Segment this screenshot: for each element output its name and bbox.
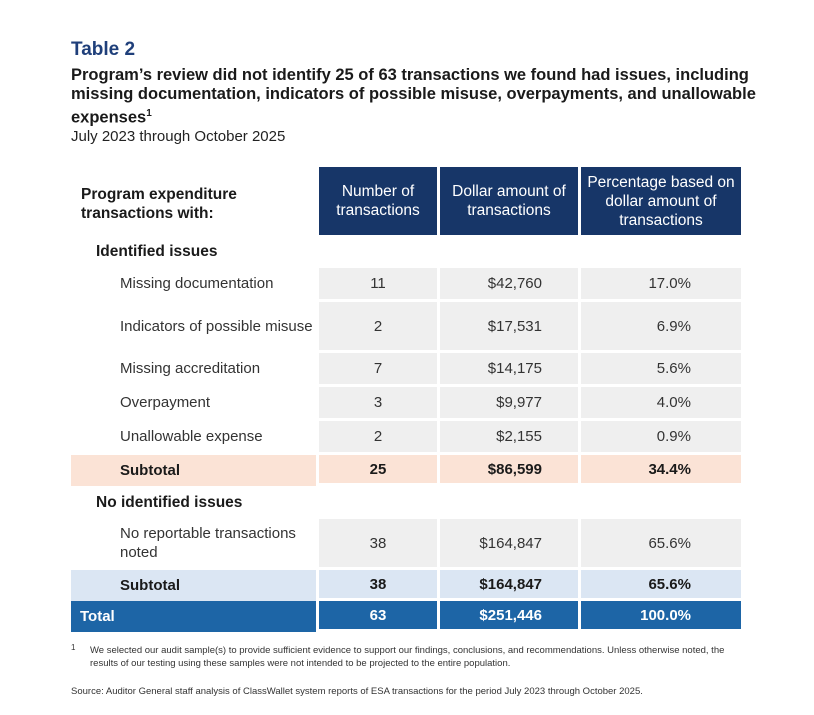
row-dollar: $164,847 [437,519,578,570]
total-row: Total 63 $251,446 100.0% [71,601,741,632]
row-label: Unallowable expense [71,421,316,455]
title-footnote-mark: 1 [146,108,152,119]
row-label: Indicators of possible misuse [71,302,316,353]
row-number: 2 [316,302,437,353]
header-row: Program expenditure transactions with: N… [71,167,741,235]
subtotal-label: Subtotal [71,455,316,486]
table-row: Missing accreditation 7 $14,175 5.6% [71,353,741,387]
footnote-text: We selected our audit sample(s) to provi… [90,645,725,669]
row-percent: 65.6% [578,519,741,570]
row-dollar: $9,977 [437,387,578,421]
row-label: No reportable transactions noted [71,519,316,570]
row-percent: 4.0% [578,387,741,421]
subtotal-row: Subtotal 38 $164,847 65.6% [71,570,741,601]
row-percent: 6.9% [578,302,741,353]
row-dollar: $17,531 [437,302,578,353]
total-percent: 100.0% [578,601,741,632]
subtotal-percent: 34.4% [578,455,741,486]
row-header: Program expenditure transactions with: [81,186,237,222]
subtotal-label: Subtotal [71,570,316,601]
row-label: Missing accreditation [71,353,316,387]
footnote: 1 We selected our audit sample(s) to pro… [71,643,731,670]
table-row: No reportable transactions noted 38 $164… [71,519,741,570]
row-dollar: $14,175 [437,353,578,387]
column-header-percent: Percentage based on dollar amount of tra… [578,167,741,235]
row-dollar: $42,760 [437,268,578,302]
table-period: July 2023 through October 2025 [71,128,286,145]
subtotal-dollar: $164,847 [437,570,578,601]
total-label: Total [71,601,316,632]
subtotal-percent: 65.6% [578,570,741,601]
row-percent: 17.0% [578,268,741,302]
table-row: Overpayment 3 $9,977 4.0% [71,387,741,421]
table-title-text: Program’s review did not identify 25 of … [71,66,756,127]
row-label: Missing documentation [71,268,316,302]
section-no-identified-issues: No identified issues [96,493,243,511]
subtotal-number: 38 [316,570,437,601]
row-number: 11 [316,268,437,302]
table-label: Table 2 [71,39,136,60]
total-dollar: $251,446 [437,601,578,632]
section-row: No identified issues [71,486,741,519]
total-number: 63 [316,601,437,632]
section-identified-issues: Identified issues [96,242,218,260]
table-row: Missing documentation 11 $42,760 17.0% [71,268,741,302]
row-number: 38 [316,519,437,570]
row-number: 2 [316,421,437,455]
table-title: Program’s review did not identify 25 of … [71,66,771,128]
table-row: Indicators of possible misuse 2 $17,531 … [71,302,741,353]
subtotal-dollar: $86,599 [437,455,578,486]
source-note: Source: Auditor General staff analysis o… [71,686,643,697]
subtotal-row: Subtotal 25 $86,599 34.4% [71,455,741,486]
column-header-number: Number of transactions [316,167,437,235]
row-percent: 5.6% [578,353,741,387]
row-number: 7 [316,353,437,387]
row-dollar: $2,155 [437,421,578,455]
table-row: Unallowable expense 2 $2,155 0.9% [71,421,741,455]
column-header-dollar: Dollar amount of transactions [437,167,578,235]
section-row: Identified issues [71,235,741,268]
row-number: 3 [316,387,437,421]
row-percent: 0.9% [578,421,741,455]
row-label: Overpayment [71,387,316,421]
footnote-mark: 1 [71,643,76,652]
subtotal-number: 25 [316,455,437,486]
transactions-table: Program expenditure transactions with: N… [71,167,741,632]
